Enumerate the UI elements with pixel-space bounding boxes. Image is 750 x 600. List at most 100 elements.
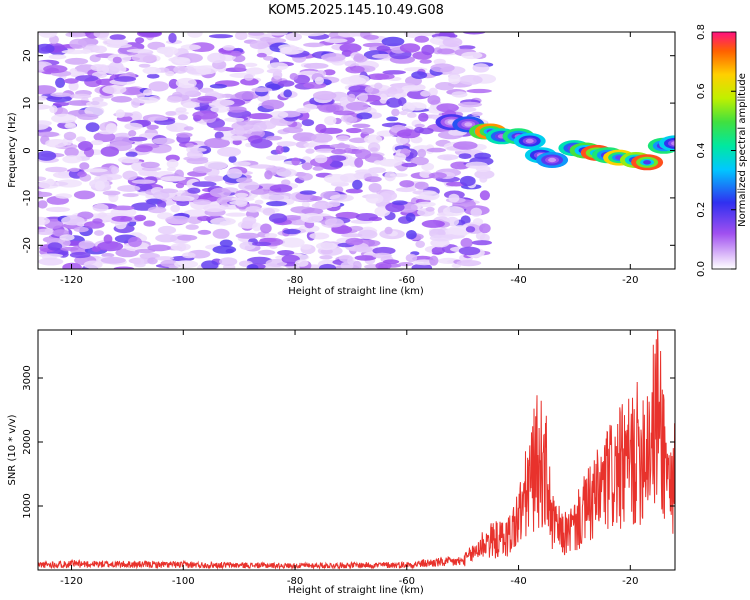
heatmap-blob xyxy=(238,180,260,191)
heatmap-blob xyxy=(470,207,483,217)
heatmap-blob xyxy=(285,32,303,41)
colorbar-tick-label: 0.2 xyxy=(696,202,707,218)
heatmap-blob xyxy=(355,149,372,160)
heatmap-blob xyxy=(186,157,209,165)
heatmap-blob xyxy=(384,226,393,235)
spectrogram-y-ticks: -20 -10 0 10 20 xyxy=(22,49,675,253)
heatmap-blob xyxy=(245,206,262,213)
heatmap-blob xyxy=(176,234,198,241)
heatmap-blob xyxy=(426,147,446,153)
colorbar-tick-label: 0.0 xyxy=(696,261,707,277)
heatmap-blob xyxy=(160,176,186,182)
heatmap-blob xyxy=(249,164,274,169)
heatmap-blob xyxy=(78,141,93,151)
heatmap-blob xyxy=(364,86,374,93)
snr-x-ticks: -120 -100 -80 -60 -40 -20 xyxy=(60,330,638,587)
heatmap-blob xyxy=(340,76,367,86)
x-tick-label: -80 xyxy=(287,576,303,587)
heatmap-blob xyxy=(93,131,116,143)
heatmap-blob xyxy=(419,59,432,64)
heatmap-blob xyxy=(401,162,418,168)
heatmap-blob xyxy=(219,239,233,248)
heatmap-blob xyxy=(234,63,246,72)
heatmap-blob xyxy=(479,176,488,183)
heatmap-blob xyxy=(83,221,105,229)
heatmap-blob xyxy=(298,172,313,181)
heatmap-blob xyxy=(266,155,287,161)
heatmap-blob xyxy=(146,73,160,79)
heatmap-blob xyxy=(243,74,254,81)
heatmap-blob xyxy=(228,155,237,163)
heatmap-blob xyxy=(102,190,121,196)
heatmap-blob xyxy=(59,234,75,241)
heatmap-blob xyxy=(124,122,143,130)
heatmap-blob xyxy=(419,170,432,178)
heatmap-blob xyxy=(177,114,188,121)
heatmap-blob xyxy=(130,97,141,108)
heatmap-blob xyxy=(365,176,382,183)
heatmap-blob xyxy=(435,82,455,91)
heatmap-blob xyxy=(138,171,160,177)
heatmap-blob xyxy=(281,179,291,186)
heatmap-blob xyxy=(53,101,69,107)
heatmap-blob xyxy=(38,43,55,54)
snr-series-line xyxy=(38,330,675,570)
colorbar-ticks: 0.0 0.2 0.4 0.6 0.8 xyxy=(696,24,736,277)
x-tick-label: -40 xyxy=(510,576,526,587)
heatmap-blob xyxy=(360,127,375,135)
heatmap-blob xyxy=(83,260,103,269)
heatmap-blob xyxy=(303,62,329,69)
heatmap-blob xyxy=(337,32,359,38)
heatmap-blob xyxy=(437,154,459,161)
heatmap-blob xyxy=(174,260,199,269)
heatmap-blob xyxy=(266,68,282,74)
heatmap-blob xyxy=(458,74,483,85)
heatmap-blob xyxy=(165,215,191,225)
heatmap-blob xyxy=(355,169,373,174)
spectrogram-x-ticks: -120 -100 -80 -60 -40 -20 xyxy=(60,32,638,286)
heatmap-blob xyxy=(115,109,125,118)
heatmap-blob xyxy=(192,181,217,188)
x-tick-label: -40 xyxy=(510,275,526,286)
heatmap-blob xyxy=(319,255,333,260)
heatmap-blob xyxy=(399,180,415,188)
heatmap-blob xyxy=(187,32,203,38)
heatmap-blob xyxy=(207,52,226,64)
heatmap-blob xyxy=(225,212,248,217)
heatmap-blob xyxy=(414,126,424,134)
heatmap-blob xyxy=(462,32,486,35)
heatmap-ridge-cell xyxy=(525,138,534,144)
spectrogram-x-label: Height of straight line (km) xyxy=(288,286,424,297)
heatmap-blob xyxy=(226,168,243,179)
heatmap-blob xyxy=(170,204,181,213)
heatmap-blob xyxy=(38,131,60,138)
heatmap-blob xyxy=(458,153,472,160)
heatmap-blob xyxy=(78,240,95,249)
heatmap-blob xyxy=(391,108,400,117)
heatmap-blob xyxy=(197,229,212,235)
heatmap-blob xyxy=(212,228,230,239)
heatmap-blob xyxy=(354,157,364,168)
heatmap-blob xyxy=(69,38,87,50)
heatmap-blob xyxy=(428,87,438,97)
heatmap-blob xyxy=(301,207,324,215)
heatmap-blob xyxy=(122,193,139,198)
heatmap-blob xyxy=(331,225,353,235)
heatmap-blob xyxy=(410,136,423,144)
heatmap-blob xyxy=(269,184,293,193)
heatmap-blob xyxy=(311,133,333,143)
x-tick-label: -120 xyxy=(60,576,83,587)
snr-y-ticks: 1000 2000 3000 xyxy=(22,365,675,519)
heatmap-blob xyxy=(474,169,495,179)
heatmap-blob xyxy=(217,147,241,157)
heatmap-blob xyxy=(282,215,302,221)
heatmap-blob xyxy=(421,162,435,171)
heatmap-blob xyxy=(392,200,408,206)
heatmap-blob xyxy=(185,142,195,148)
heatmap-blob xyxy=(117,185,141,192)
heatmap-blob xyxy=(303,42,325,48)
heatmap-blob xyxy=(250,138,273,149)
heatmap-blob xyxy=(212,245,237,254)
heatmap-blob xyxy=(333,110,355,116)
heatmap-blob xyxy=(429,255,439,266)
